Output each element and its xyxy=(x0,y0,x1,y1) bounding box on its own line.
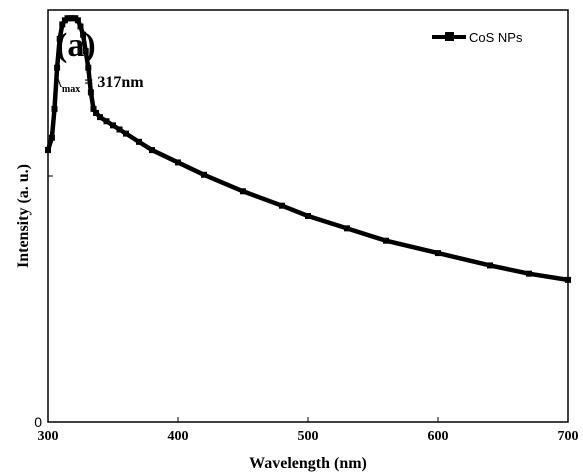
data-point xyxy=(136,138,142,145)
data-point xyxy=(56,35,63,42)
data-point xyxy=(82,48,89,55)
data-point xyxy=(435,250,441,257)
data-point xyxy=(565,276,571,283)
panel-label: (a) xyxy=(56,27,96,64)
lambda-symbol: λ xyxy=(54,74,62,91)
data-point xyxy=(87,89,94,96)
series-line-0 xyxy=(45,15,569,283)
data-point xyxy=(149,147,155,154)
data-point xyxy=(305,213,311,219)
data-point xyxy=(74,17,81,24)
y-tick-label-0: 0 xyxy=(34,414,42,430)
data-point xyxy=(103,118,110,125)
y-axis-ticks: 0 xyxy=(34,175,53,430)
series-layer xyxy=(45,15,571,283)
data-point xyxy=(97,114,103,121)
x-tick-label-300: 300 xyxy=(38,429,59,444)
data-point xyxy=(54,64,61,71)
lambda-subscript: max xyxy=(62,84,80,95)
data-point xyxy=(123,130,129,137)
y-axis-label: Intensity (a. u.) xyxy=(15,164,32,268)
data-point xyxy=(110,122,116,129)
x-tick-label-700: 700 xyxy=(558,429,579,444)
data-point xyxy=(93,110,100,116)
data-point xyxy=(383,237,389,244)
x-tick-label-400: 400 xyxy=(168,429,189,444)
data-point xyxy=(279,202,285,209)
data-point xyxy=(85,64,92,71)
lambda-max-annotation: λmax = 317nm xyxy=(54,74,144,95)
data-point xyxy=(80,31,87,38)
data-point xyxy=(45,147,51,154)
data-point xyxy=(77,23,84,30)
legend-label: CoS NPs xyxy=(469,30,523,45)
data-point xyxy=(240,188,246,195)
data-point xyxy=(175,159,181,166)
data-point xyxy=(59,21,66,28)
data-point xyxy=(51,105,58,112)
legend-marker xyxy=(445,32,454,41)
data-point xyxy=(48,134,55,141)
data-point xyxy=(487,262,493,269)
data-point xyxy=(116,126,123,133)
x-tick-label-500: 500 xyxy=(298,429,319,444)
x-axis-label: Wavelength (nm) xyxy=(249,455,367,472)
data-point xyxy=(201,171,207,178)
data-point xyxy=(344,225,350,232)
data-point xyxy=(526,270,532,277)
lambda-value: = 317nm xyxy=(80,74,144,91)
x-tick-label-600: 600 xyxy=(428,429,449,444)
data-point xyxy=(90,105,97,112)
x-axis-ticks: 300 400 500 600 700 xyxy=(38,417,579,444)
legend: CoS NPs xyxy=(432,30,523,45)
